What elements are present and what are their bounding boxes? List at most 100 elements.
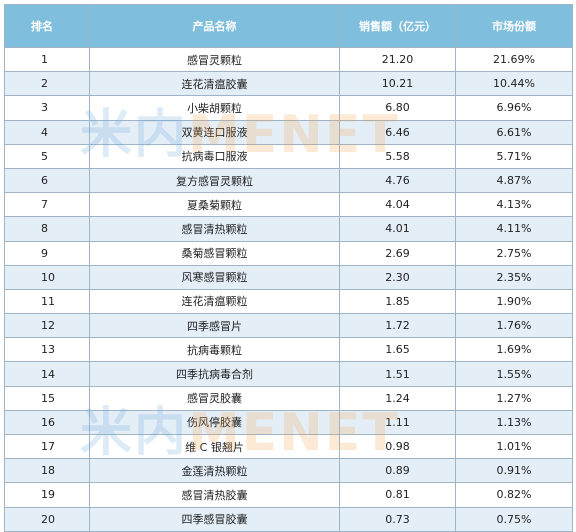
cell-rank: 20 xyxy=(4,506,90,532)
cell-product: 连花清瘟颗粒 xyxy=(89,288,340,315)
cell-rank: 10 xyxy=(4,264,90,290)
cell-product: 小柴胡颗粒 xyxy=(89,95,340,121)
cell-rank: 11 xyxy=(4,288,90,315)
table-row: 5 抗病毒口服液 5.58 5.71% xyxy=(4,143,573,169)
cell-rank: 16 xyxy=(4,409,90,436)
cell-sales: 5.58 xyxy=(339,143,456,169)
cell-rank: 1 xyxy=(4,46,90,73)
table-row: 12 四季感冒片 1.72 1.76% xyxy=(4,313,573,339)
cell-sales: 1.24 xyxy=(339,385,456,411)
cell-rank: 12 xyxy=(4,313,90,339)
cell-product: 四季感冒胶囊 xyxy=(89,506,340,532)
table-row: 11 连花清瘟颗粒 1.85 1.90% xyxy=(4,288,573,315)
table-row: 17 维 C 银翘片 0.98 1.01% xyxy=(4,433,573,460)
cell-product: 四季抗病毒合剂 xyxy=(89,361,340,387)
table-row: 7 夏桑菊颗粒 4.04 4.13% xyxy=(4,192,573,218)
cell-sales: 10.21 xyxy=(339,71,456,97)
table-row: 6 复方感冒灵颗粒 4.76 4.87% xyxy=(4,167,573,194)
cell-rank: 15 xyxy=(4,385,90,411)
cell-share: 4.87% xyxy=(455,167,573,194)
cell-product: 连花清瘟胶囊 xyxy=(89,71,340,97)
cell-share: 1.76% xyxy=(455,313,573,339)
cell-product: 夏桑菊颗粒 xyxy=(89,192,340,218)
header-product: 产品名称 xyxy=(89,4,340,48)
cell-product: 抗病毒口服液 xyxy=(89,143,340,169)
cell-sales: 6.80 xyxy=(339,95,456,121)
table-row: 9 桑菊感冒颗粒 2.69 2.75% xyxy=(4,240,573,266)
header-share: 市场份额 xyxy=(455,4,573,48)
cell-share: 0.91% xyxy=(455,458,573,484)
cell-product: 伤风停胶囊 xyxy=(89,409,340,436)
cell-rank: 9 xyxy=(4,240,90,266)
cell-rank: 17 xyxy=(4,433,90,460)
cell-share: 1.69% xyxy=(455,337,573,363)
cell-share: 10.44% xyxy=(455,71,573,97)
cell-rank: 14 xyxy=(4,361,90,387)
table-row: 10 风寒感冒颗粒 2.30 2.35% xyxy=(4,264,573,290)
table-row: 14 四季抗病毒合剂 1.51 1.55% xyxy=(4,361,573,387)
cell-share: 6.61% xyxy=(455,119,573,145)
table-row: 3 小柴胡颗粒 6.80 6.96% xyxy=(4,95,573,121)
cell-share: 1.55% xyxy=(455,361,573,387)
cell-share: 2.75% xyxy=(455,240,573,266)
cell-sales: 0.73 xyxy=(339,506,456,532)
cell-product: 抗病毒颗粒 xyxy=(89,337,340,363)
table-row: 8 感冒清热颗粒 4.01 4.11% xyxy=(4,216,573,242)
cell-rank: 18 xyxy=(4,458,90,484)
cell-sales: 0.98 xyxy=(339,433,456,460)
cell-sales: 4.04 xyxy=(339,192,456,218)
cell-rank: 4 xyxy=(4,119,90,145)
table-row: 19 感冒清热胶囊 0.81 0.82% xyxy=(4,482,573,508)
cell-sales: 4.01 xyxy=(339,216,456,242)
cell-product: 感冒灵颗粒 xyxy=(89,46,340,73)
cell-product: 维 C 银翘片 xyxy=(89,433,340,460)
cell-product: 复方感冒灵颗粒 xyxy=(89,167,340,194)
cell-product: 感冒清热胶囊 xyxy=(89,482,340,508)
cell-product: 金莲清热颗粒 xyxy=(89,458,340,484)
cell-product: 感冒灵胶囊 xyxy=(89,385,340,411)
cell-rank: 19 xyxy=(4,482,90,508)
cell-share: 2.35% xyxy=(455,264,573,290)
cell-share: 0.82% xyxy=(455,482,573,508)
table-body: 1 感冒灵颗粒 21.20 21.69% 2 连花清瘟胶囊 10.21 10.44% 3 小柴胡颗… xyxy=(4,46,573,532)
cell-share: 1.13% xyxy=(455,409,573,436)
cell-product: 四季感冒片 xyxy=(89,313,340,339)
cell-sales: 0.81 xyxy=(339,482,456,508)
cell-sales: 0.89 xyxy=(339,458,456,484)
cell-sales: 2.30 xyxy=(339,264,456,290)
table-header-row: 排名 产品名称 销售额（亿元） 市场份额 xyxy=(4,4,573,48)
ranking-table-container: 排名 产品名称 销售额（亿元） 市场份额 1 感冒灵颗粒 21.20 21.69% 2 连… xyxy=(4,4,573,532)
cell-rank: 13 xyxy=(4,337,90,363)
cell-sales: 2.69 xyxy=(339,240,456,266)
table-row: 13 抗病毒颗粒 1.65 1.69% xyxy=(4,337,573,363)
table-row: 18 金莲清热颗粒 0.89 0.91% xyxy=(4,458,573,484)
cell-product: 风寒感冒颗粒 xyxy=(89,264,340,290)
cell-sales: 1.65 xyxy=(339,337,456,363)
cell-product: 感冒清热颗粒 xyxy=(89,216,340,242)
cell-share: 21.69% xyxy=(455,46,573,73)
cell-rank: 6 xyxy=(4,167,90,194)
cell-share: 5.71% xyxy=(455,143,573,169)
cell-share: 6.96% xyxy=(455,95,573,121)
header-sales: 销售额（亿元） xyxy=(339,4,456,48)
cell-sales: 4.76 xyxy=(339,167,456,194)
cell-sales: 1.11 xyxy=(339,409,456,436)
cell-rank: 2 xyxy=(4,71,90,97)
cell-sales: 21.20 xyxy=(339,46,456,73)
table-row: 4 双黄连口服液 6.46 6.61% xyxy=(4,119,573,145)
table-row: 2 连花清瘟胶囊 10.21 10.44% xyxy=(4,71,573,97)
cell-product: 桑菊感冒颗粒 xyxy=(89,240,340,266)
header-rank: 排名 xyxy=(4,4,90,48)
cell-share: 4.13% xyxy=(455,192,573,218)
ranking-table: 排名 产品名称 销售额（亿元） 市场份额 1 感冒灵颗粒 21.20 21.69% 2 连… xyxy=(4,4,573,532)
table-row: 20 四季感冒胶囊 0.73 0.75% xyxy=(4,506,573,532)
cell-sales: 1.72 xyxy=(339,313,456,339)
cell-rank: 8 xyxy=(4,216,90,242)
cell-sales: 1.85 xyxy=(339,288,456,315)
table-row: 1 感冒灵颗粒 21.20 21.69% xyxy=(4,46,573,73)
cell-rank: 3 xyxy=(4,95,90,121)
cell-share: 1.27% xyxy=(455,385,573,411)
cell-sales: 1.51 xyxy=(339,361,456,387)
cell-rank: 5 xyxy=(4,143,90,169)
table-row: 15 感冒灵胶囊 1.24 1.27% xyxy=(4,385,573,411)
